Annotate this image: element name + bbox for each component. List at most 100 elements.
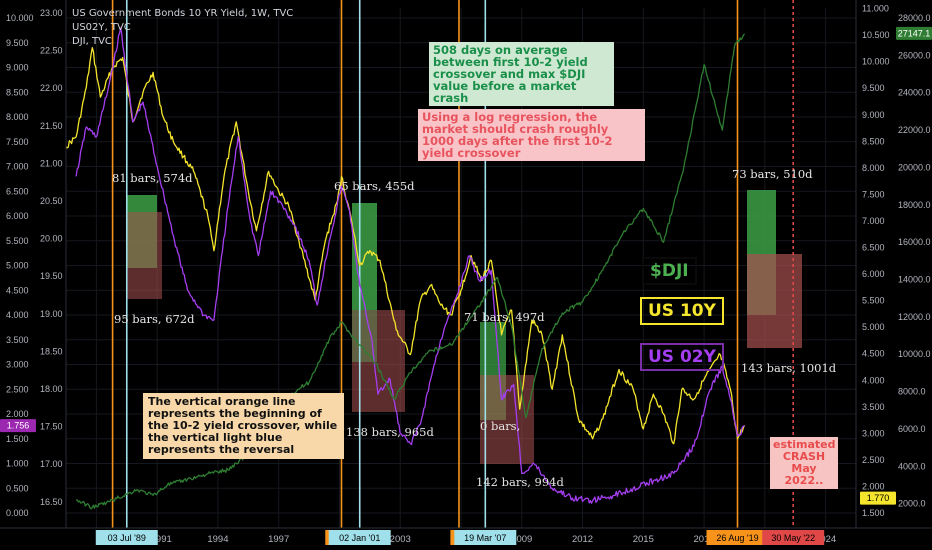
estimated-line-2: CRASH — [782, 450, 826, 463]
time-tick: 1994 — [207, 534, 228, 545]
price-badge-us10y — [860, 491, 896, 505]
measure-label: 73 bars, 510d — [732, 167, 813, 181]
right-inner-tick: 9.000 — [862, 110, 885, 120]
left-outer-tick: 9.000 — [6, 63, 29, 73]
left-outer-tick: 5.500 — [6, 236, 29, 246]
right-outer-tick: 14000.0 — [898, 275, 931, 285]
right-inner-tick: 10.500 — [862, 30, 890, 40]
date-badge — [706, 530, 769, 545]
right-inner-tick: 3.000 — [862, 428, 885, 438]
right-outer-tick: 22000.0 — [898, 125, 931, 135]
series-label-us02y: US02Y, TVC — [72, 22, 131, 33]
left-inner-tick: 18.50 — [40, 346, 63, 356]
right-inner-tick: 9.500 — [862, 83, 885, 93]
time-tick: 2015 — [633, 534, 654, 545]
right-inner-tick: 10.000 — [862, 57, 890, 67]
time-tick: 2018 — [694, 534, 715, 545]
left-inner-tick: 18.00 — [40, 384, 63, 394]
left-outer-tick: 3.000 — [6, 360, 29, 370]
series-lines — [65, 27, 746, 510]
note-vertical-lines: The vertical orange line represents the … — [143, 393, 344, 459]
left-outer-tick: 1.000 — [6, 459, 29, 469]
price-axes: 10.000 9.500 9.000 8.500 8.000 7.500 7.000 6.50… — [0, 0, 932, 528]
series-label-dji: DJI, TVC — [72, 36, 112, 47]
time-tick: 1997 — [268, 534, 289, 545]
left-inner-tick: 22.00 — [40, 83, 63, 93]
right-outer-tick: 26000.0 — [898, 50, 931, 60]
estimated-line-1: estimated — [773, 438, 836, 451]
measure-label: 95 bars, 672d — [114, 312, 195, 326]
right-outer-tick: 10000.0 — [898, 349, 931, 359]
right-inner-tick: 7.500 — [862, 189, 885, 199]
left-inner-tick: 19.50 — [40, 271, 63, 281]
date-badge-text: 03 Jul '89 — [108, 533, 146, 543]
left-inner-tick: 17.00 — [40, 459, 63, 469]
left-outer-tick: 6.000 — [6, 211, 29, 221]
right-outer-tick: 24000.0 — [898, 88, 931, 98]
right-inner-tick: 8.000 — [862, 163, 885, 173]
left-outer-tick: 10.000 — [6, 13, 34, 23]
left-outer-tick: 9.500 — [6, 38, 29, 48]
left-inner-tick: 21.00 — [40, 158, 63, 168]
left-outer-tick: 7.500 — [6, 137, 29, 147]
right-inner-tick: 6.500 — [862, 243, 885, 253]
chart-title: US Government Bonds 10 YR Yield, 1W, TVC — [72, 8, 294, 19]
right-outer-tick: 20000.0 — [898, 162, 931, 172]
left-outer-tick: 5.000 — [6, 261, 29, 271]
date-badge — [95, 530, 158, 545]
left-outer-tick: 8.500 — [6, 87, 29, 97]
left-outer-tick: 6.500 — [6, 186, 29, 196]
left-inner-tick: 23.00 — [40, 8, 63, 18]
left-inner-tick: 16.50 — [40, 497, 63, 507]
right-outer-tick: 28000.0 — [898, 13, 931, 23]
series-line--dji — [76, 33, 746, 510]
right-inner-tick: 2.500 — [862, 455, 885, 465]
measure-label: 138 bars, 965d — [346, 425, 434, 439]
date-badge-text: 26 Aug '19 — [716, 533, 758, 543]
measure-label: 142 bars, 994d — [476, 475, 564, 489]
right-inner-tick: 5.500 — [862, 296, 885, 306]
right-outer-tick: 12000.0 — [898, 312, 931, 322]
left-inner-tick: 22.50 — [40, 46, 63, 56]
right-outer-tick: 8000.0 — [898, 387, 926, 397]
right-outer-tick: 4000.0 — [898, 461, 926, 471]
measure-label: 81 bars, 574d — [112, 171, 193, 185]
time-tick: 2024 — [815, 534, 836, 545]
left-outer-tick: 0.500 — [6, 483, 29, 493]
legend-us10y: US 10Y — [640, 297, 724, 325]
right-inner-tick: 4.500 — [862, 349, 885, 359]
left-outer-tick: 4.000 — [6, 310, 29, 320]
left-inner-tick: 20.50 — [40, 196, 63, 206]
right-inner-tick: 1.500 — [862, 508, 885, 518]
measure-box — [126, 212, 162, 299]
right-inner-tick: 4.000 — [862, 375, 885, 385]
date-badge-text: 02 Jan '01 — [339, 533, 380, 543]
measure-label: 143 bars, 1001d — [741, 361, 837, 375]
right-inner-tick: 11.000 — [862, 4, 889, 14]
estimated-line-3: May 2022.. — [784, 462, 824, 487]
time-tick: 2012 — [572, 534, 593, 545]
left-outer-tick: 7.000 — [6, 162, 29, 172]
right-inner-tick: 3.500 — [862, 402, 885, 412]
left-outer-tick: 1.500 — [6, 434, 29, 444]
measure-label: 71 bars, 497d — [464, 310, 545, 324]
left-outer-tick: 2.500 — [6, 384, 29, 394]
time-axis: 1991199419972003200920122015201820241203… — [0, 527, 932, 550]
time-tick: 2003 — [390, 534, 411, 545]
right-outer-tick: 2000.0 — [898, 499, 926, 509]
right-outer-tick: 6000.0 — [898, 424, 926, 434]
price-badge-us02y-text: 1.756 — [7, 421, 30, 431]
measurement-labels: 81 bars, 574d 95 bars, 672d 65 bars, 455d 1… — [112, 167, 837, 489]
date-badge-text: 30 May '22 — [771, 533, 815, 543]
left-outer-tick: 2.000 — [6, 409, 29, 419]
time-tick: 2009 — [511, 534, 532, 545]
series-line-us-02y — [75, 27, 745, 504]
left-outer-tick: 4.500 — [6, 285, 29, 295]
date-badge — [762, 530, 825, 545]
right-outer-tick: 16000.0 — [898, 237, 931, 247]
right-inner-tick: 6.000 — [862, 269, 885, 279]
left-outer-tick: 3.500 — [6, 335, 29, 345]
right-inner-tick: 8.500 — [862, 136, 885, 146]
series-line-us-10y — [65, 47, 746, 445]
date-badge — [454, 530, 517, 545]
